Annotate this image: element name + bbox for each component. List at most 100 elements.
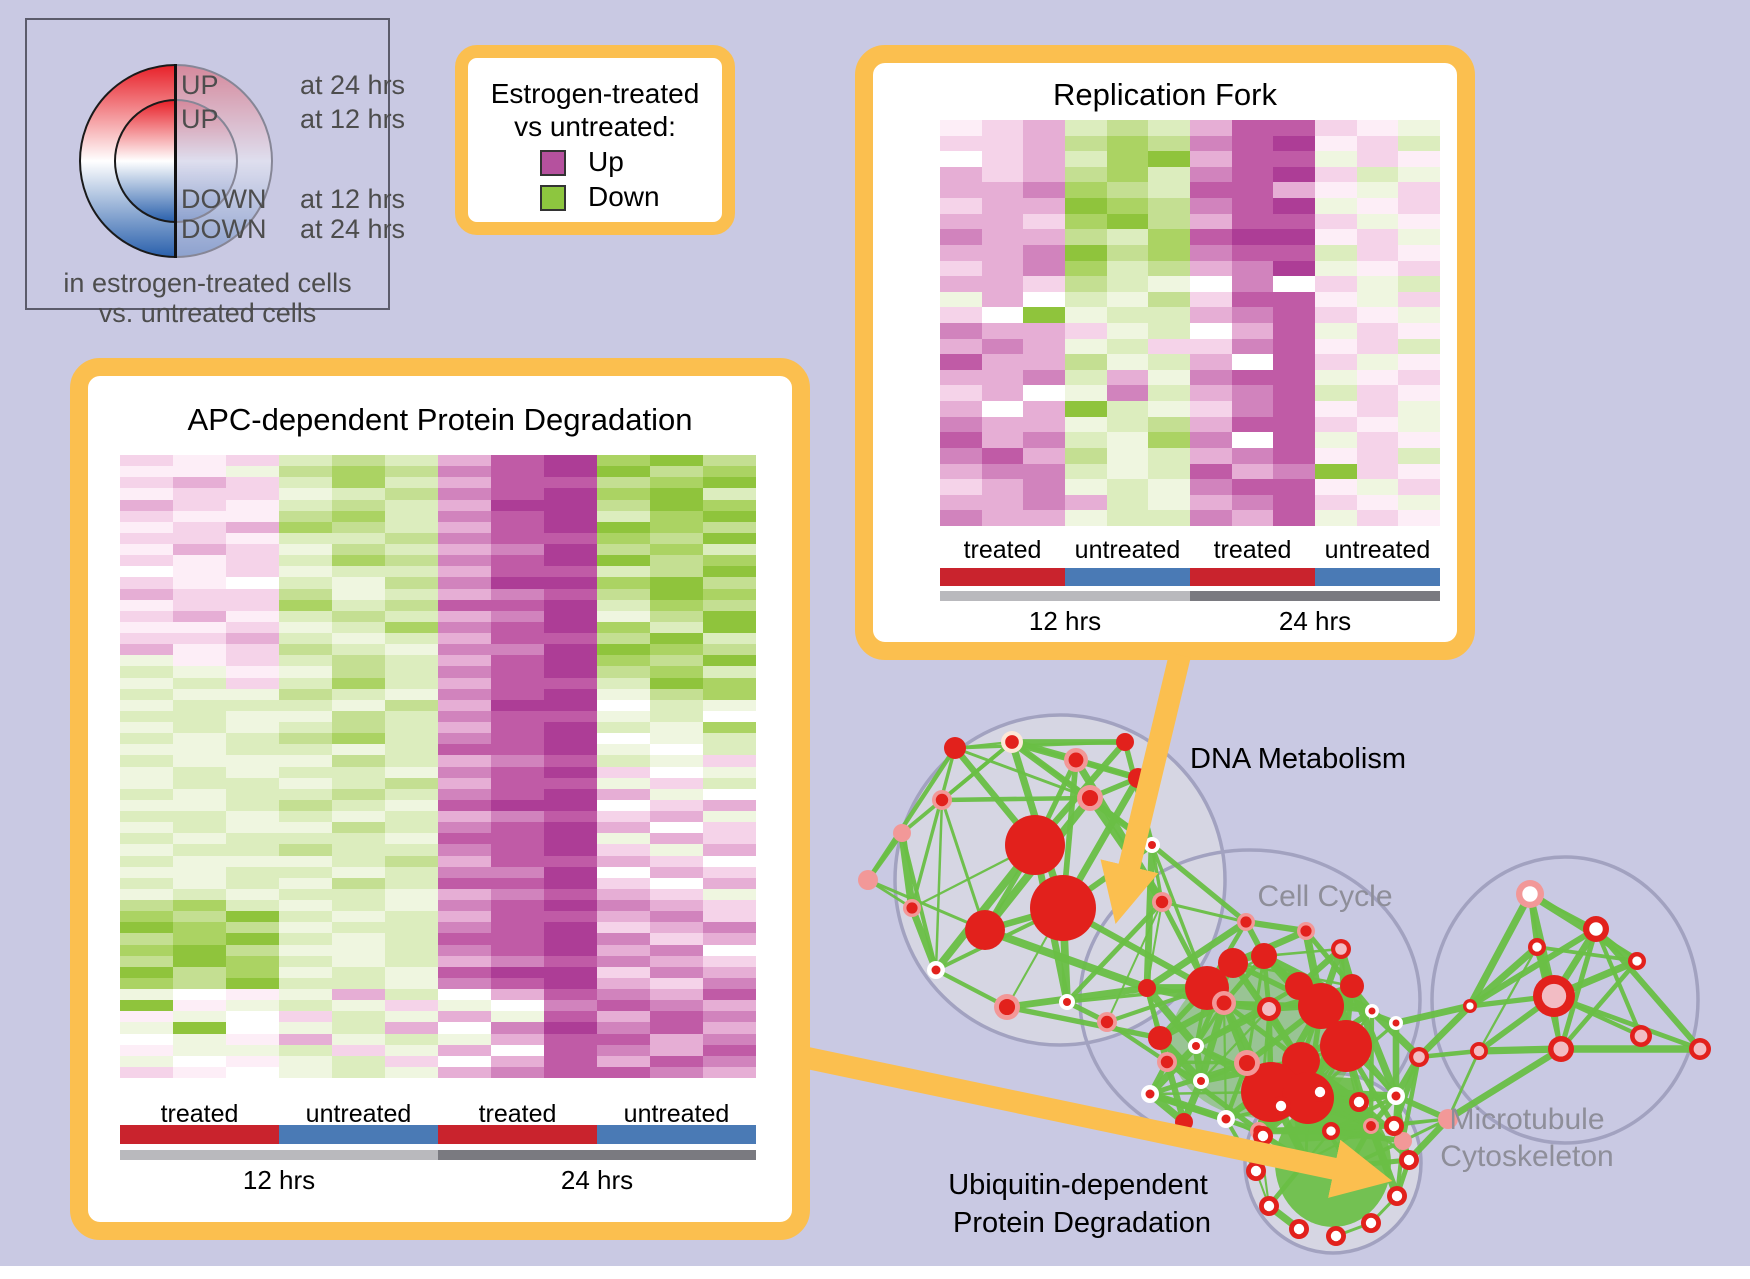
heatmap-cell xyxy=(279,844,332,856)
heatmap-cell xyxy=(491,1000,544,1012)
heatmap-cell xyxy=(650,744,703,756)
heatmap-cell xyxy=(438,633,491,645)
network-edge xyxy=(1088,796,1154,847)
heatmap-cell xyxy=(703,989,756,1001)
heatmap-cell xyxy=(226,621,279,633)
heatmap-cell xyxy=(544,532,597,544)
network-node xyxy=(1320,1020,1372,1072)
heatmap-cell xyxy=(173,989,226,1001)
heatmap-cell xyxy=(226,733,279,745)
heatmap-cell xyxy=(173,1022,226,1034)
network-node xyxy=(1271,1096,1291,1116)
network-edge xyxy=(1157,986,1210,1040)
network-edge xyxy=(1270,1044,1347,1094)
rf-label-24hrs: 24 hrs xyxy=(1278,606,1352,636)
heatmap-cell xyxy=(1273,260,1315,277)
network-node xyxy=(1141,1085,1159,1103)
network-edge xyxy=(1158,999,1226,1042)
heatmap-cell xyxy=(438,844,491,856)
network-edge xyxy=(1267,1090,1310,1163)
network-edge xyxy=(1337,947,1356,988)
network-node xyxy=(1628,952,1646,970)
network-edge xyxy=(1593,927,1703,1051)
heatmap-cell xyxy=(544,666,597,678)
heatmap-cell xyxy=(332,977,385,989)
network-edge xyxy=(1268,984,1353,1011)
network-node xyxy=(998,998,1016,1016)
heatmap-cell xyxy=(1148,479,1190,495)
heatmap-cell xyxy=(1190,369,1232,386)
network-edge xyxy=(911,843,1036,910)
heatmap-cell xyxy=(1190,432,1232,448)
heatmap-cell xyxy=(279,710,332,722)
network-edge xyxy=(1232,954,1265,965)
heatmap-cell xyxy=(1315,416,1357,433)
heatmap-cell xyxy=(226,844,279,856)
heatmap-cell xyxy=(438,1033,491,1045)
heatmap-cell xyxy=(173,855,226,867)
network-edge xyxy=(1391,1055,1422,1128)
network-node xyxy=(1157,1052,1177,1072)
network-node xyxy=(1155,895,1169,909)
heatmap-cell xyxy=(1398,166,1440,183)
network-node xyxy=(1257,1130,1269,1142)
heatmap-cell xyxy=(1065,229,1107,245)
network-node xyxy=(1340,1157,1358,1175)
heatmap-cell xyxy=(1315,229,1357,245)
heatmap-cell xyxy=(332,1033,385,1045)
heatmap-cell xyxy=(1231,479,1274,495)
network-edge xyxy=(1304,1097,1310,1162)
heatmap-cell xyxy=(279,588,332,600)
heatmap-cell xyxy=(385,777,438,789)
heatmap-cell xyxy=(279,544,332,556)
heatmap-cell xyxy=(650,1011,703,1023)
network-edge xyxy=(1156,1037,1171,1063)
heatmap-cell xyxy=(1106,213,1149,230)
heatmap-cell xyxy=(1398,432,1440,448)
heatmap-cell xyxy=(120,966,173,978)
network-edge xyxy=(1553,993,1701,1052)
heatmap-cell xyxy=(981,416,1024,433)
heatmap-cell xyxy=(703,488,756,500)
heatmap-cell xyxy=(385,1000,438,1012)
network-edge xyxy=(1254,1105,1283,1172)
heatmap-cell xyxy=(1315,432,1357,448)
heatmap-cell xyxy=(1190,323,1232,339)
heatmap-cell xyxy=(703,588,756,600)
network-node xyxy=(1391,1091,1401,1101)
heatmap-cell xyxy=(438,666,491,678)
heatmap-cell xyxy=(1106,494,1149,511)
heatmap-cell xyxy=(173,555,226,567)
gradient-down-12-time: at 12 hrs xyxy=(300,184,406,214)
heatmap-cell xyxy=(1023,510,1065,526)
up-label: Up xyxy=(588,146,624,177)
heatmap-cell xyxy=(491,744,544,756)
heatmap-cell xyxy=(332,877,385,889)
network-edge xyxy=(1558,928,1599,1050)
heatmap-cell xyxy=(491,811,544,823)
heatmap-cell xyxy=(940,447,982,464)
network-edge xyxy=(1066,986,1208,1004)
heatmap-cell xyxy=(1023,229,1065,245)
network-edge xyxy=(1298,1057,1362,1106)
network-edge xyxy=(1305,984,1355,1100)
network-edge xyxy=(1006,984,1148,1011)
network-edge xyxy=(1345,1045,1397,1097)
network-edge xyxy=(1297,1058,1324,1095)
heatmap-cell xyxy=(1398,369,1440,386)
network-edge xyxy=(1255,1170,1270,1207)
heatmap-cell xyxy=(173,1066,226,1078)
heatmap-cell xyxy=(703,566,756,578)
heatmap-cell xyxy=(1065,510,1107,526)
network-edge xyxy=(1257,1095,1310,1134)
network-node xyxy=(1632,956,1642,966)
heatmap-cell xyxy=(226,688,279,700)
heatmap-cell xyxy=(332,733,385,745)
heatmap-cell xyxy=(491,1066,544,1078)
heatmap-cell xyxy=(1273,213,1315,230)
heatmap-cell xyxy=(491,510,544,522)
heatmap-cell xyxy=(1273,229,1315,245)
network-node xyxy=(1300,925,1312,937)
heatmap-cell xyxy=(173,866,226,878)
heatmap-cell xyxy=(279,699,332,711)
